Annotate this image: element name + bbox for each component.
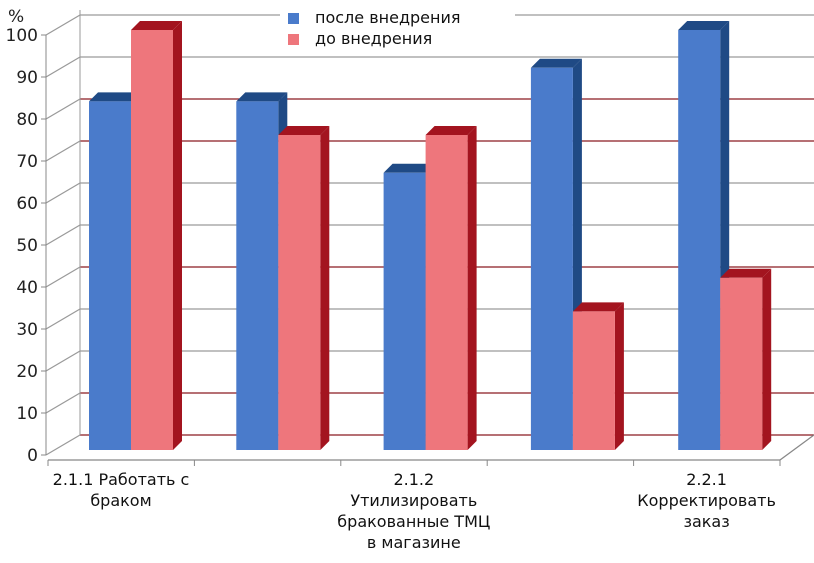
y-tick-label: 30 xyxy=(16,320,38,340)
x-category-label: 2.1.1 Работать с браком xyxy=(11,469,231,511)
gridline-depth xyxy=(45,392,81,414)
bar-top xyxy=(720,268,772,278)
y-axis-label: % xyxy=(8,7,24,27)
bar-side xyxy=(762,268,772,450)
legend-swatch-after xyxy=(288,13,299,24)
y-tick-label: 50 xyxy=(16,236,38,256)
bar-after xyxy=(236,101,279,451)
gridline-depth xyxy=(45,56,81,78)
bar-top xyxy=(572,302,624,312)
y-tick-label: 70 xyxy=(16,152,38,172)
bar-side xyxy=(320,126,330,450)
bar-side xyxy=(467,126,477,450)
bar-top xyxy=(530,58,582,68)
y-tick-label: 100 xyxy=(6,26,38,46)
bar-after xyxy=(383,172,426,451)
bar-side xyxy=(173,21,182,450)
y-tick-label: 60 xyxy=(16,194,38,214)
bar-top xyxy=(236,92,288,102)
gridline-depth xyxy=(45,224,81,246)
y-tick-label: 80 xyxy=(16,110,38,130)
gridline-depth xyxy=(45,434,81,456)
bar-top xyxy=(425,126,477,135)
bar-after xyxy=(89,101,131,451)
y-tick-label: 20 xyxy=(16,362,38,382)
x-category-label: 2.1.2 Утилизировать бракованные ТМЦ в магаз… xyxy=(304,469,524,553)
x-category-label: 2.2.1 Корректировать заказ xyxy=(597,469,814,532)
x-category-label-line: 2.1.2 xyxy=(393,470,435,489)
floor-edge xyxy=(779,434,814,461)
bar-before xyxy=(278,135,321,450)
y-tick-label: 10 xyxy=(16,404,38,424)
y-tick-label: 90 xyxy=(16,68,38,88)
bar-before xyxy=(572,311,615,450)
legend-item-after: после внедрения xyxy=(288,8,460,27)
bar-before xyxy=(720,277,763,450)
gridline-depth xyxy=(45,14,81,36)
bar-top xyxy=(678,21,730,30)
bar-top xyxy=(383,163,435,173)
gridline-depth xyxy=(45,350,81,372)
bar-after xyxy=(678,30,721,450)
legend-item-before: до внедрения xyxy=(288,29,432,48)
bar-top xyxy=(131,21,182,30)
gridline-depth xyxy=(45,266,81,288)
x-category-label-line: бракованные ТМЦ xyxy=(337,512,491,531)
legend-label-before: до внедрения xyxy=(315,29,433,48)
legend-swatch-before xyxy=(288,34,299,45)
x-category-label-line: в магазине xyxy=(366,533,461,552)
legend-label-after: после внедрения xyxy=(315,8,461,27)
bar-before xyxy=(131,30,173,450)
gridline-depth xyxy=(45,182,81,204)
x-category-label-line: 2.2.1 xyxy=(686,470,727,489)
y-tick-label: 0 xyxy=(27,446,38,466)
bar-side xyxy=(614,302,624,450)
x-category-label-line: браком xyxy=(90,491,152,510)
bar-before xyxy=(425,135,468,450)
bar-top xyxy=(89,92,140,102)
x-category-label-line: заказ xyxy=(683,512,730,531)
x-category-label-line: Корректировать xyxy=(637,491,776,510)
bar-top xyxy=(278,126,330,135)
gridline-depth xyxy=(45,140,81,162)
x-category-label-line: Утилизировать xyxy=(350,491,478,510)
bar-after xyxy=(530,67,573,451)
gridline-depth xyxy=(45,98,81,120)
legend: после внедрения до внедрения xyxy=(280,4,515,48)
gridline-depth xyxy=(45,308,81,330)
y-tick-label: 40 xyxy=(16,278,38,298)
x-category-label-line: 2.1.1 Работать с xyxy=(52,470,190,489)
